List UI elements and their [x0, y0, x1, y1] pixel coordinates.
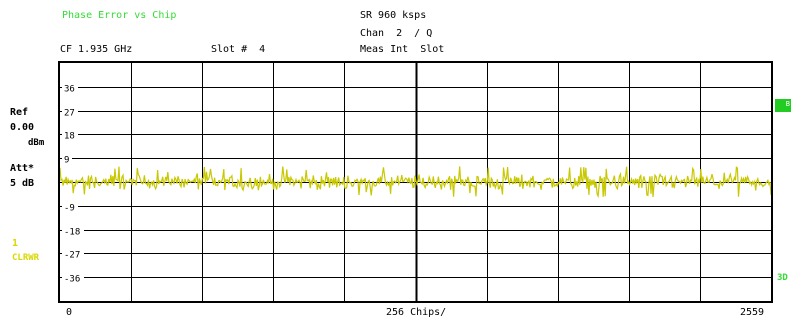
y-tick-label: 18	[64, 132, 75, 142]
y-tick-label: -27	[64, 251, 80, 261]
y-tick-label-background	[62, 247, 84, 259]
measurement-interval-readout: Meas Int Slot	[360, 44, 445, 55]
chart-title: Phase Error vs Chip	[62, 10, 177, 21]
center-frequency-readout: CF 1.935 GHz	[60, 44, 133, 55]
x-axis-stop-label: 2559	[740, 307, 765, 318]
y-tick-label-background	[62, 105, 78, 117]
y-tick-label-background	[62, 224, 84, 236]
y-tick-label-background	[62, 81, 78, 93]
marker-indicator-upper: B	[775, 99, 791, 112]
marker-indicator-upper-label: B	[785, 100, 790, 108]
chart-svg: 36 27 18 9 -9 -18 -27 -36	[59, 63, 772, 301]
marker-indicator-lower: 3D	[777, 273, 788, 283]
attenuation-value: 5 dB	[10, 178, 35, 189]
y-tick-label-background	[62, 128, 78, 140]
plot-area: 36 27 18 9 -9 -18 -27 -36	[58, 61, 773, 303]
x-axis-start-label: 0	[66, 307, 73, 318]
y-tick-label: -18	[64, 228, 80, 238]
x-axis-center-label: 256 Chips/	[386, 307, 447, 318]
reference-unit: dBm	[28, 138, 45, 148]
y-tick-label: 36	[64, 85, 75, 95]
symbol-rate-readout: SR 960 ksps	[360, 10, 427, 21]
y-tick-label: -36	[64, 275, 80, 285]
channel-readout: Chan 2 / Q	[360, 28, 433, 39]
phase-error-trace	[59, 166, 772, 199]
trace-mode: CLRWR	[12, 253, 40, 263]
reference-value: 0.00	[10, 122, 35, 133]
trace-number: 1	[12, 238, 19, 249]
attenuation-label: Att*	[10, 163, 35, 174]
y-tick-label: -9	[64, 204, 75, 214]
y-tick-label: 9	[64, 156, 69, 166]
y-tick-label-background	[62, 200, 78, 212]
slot-readout: Slot # 4	[211, 44, 266, 55]
y-tick-label-background	[62, 271, 84, 283]
y-tick-label-background	[62, 152, 72, 164]
reference-label: Ref	[10, 107, 29, 118]
y-tick-label: 27	[64, 109, 75, 119]
